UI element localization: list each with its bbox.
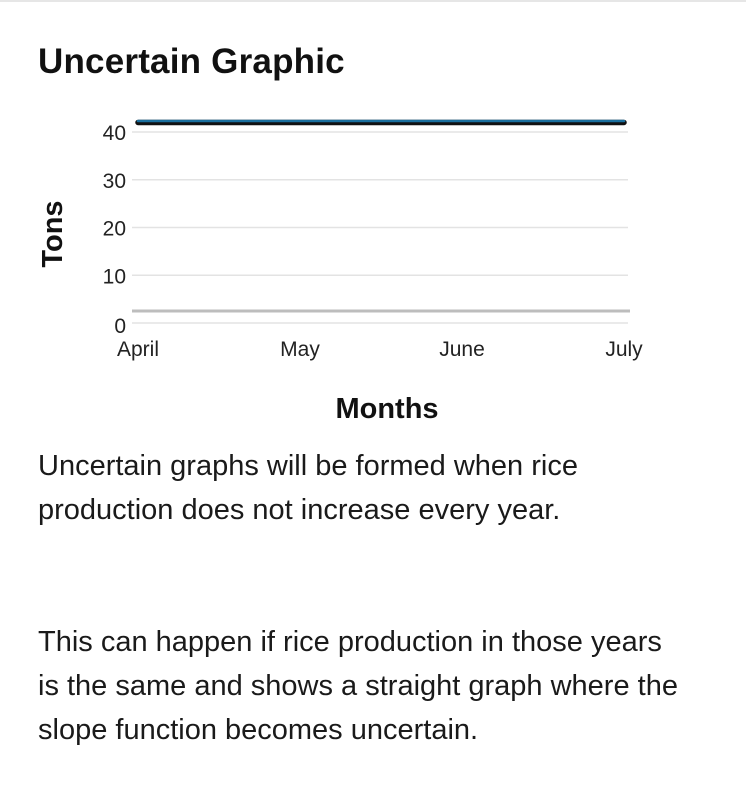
chart-title: Uncertain Graphic	[38, 42, 345, 81]
explanation-paragraph-1: Uncertain graphs will be formed when ric…	[38, 450, 578, 526]
y-tick-label-30: 30	[103, 170, 126, 193]
y-tick-label-40: 40	[103, 122, 126, 145]
x-axis-label: Months	[335, 393, 438, 425]
x-tick-label-june: June	[439, 338, 485, 361]
line-chart: 0 10 20 30 40 April May June July Months Tons	[37, 119, 643, 425]
y-tick-label-20: 20	[103, 218, 126, 241]
y-tick-label-0: 0	[114, 315, 126, 338]
y-axis-label: Tons	[37, 200, 69, 267]
x-tick-label-april: April	[117, 338, 159, 361]
x-tick-label-july: July	[605, 338, 643, 361]
y-tick-label-10: 10	[103, 265, 126, 288]
x-tick-label-may: May	[280, 338, 320, 361]
top-divider	[0, 0, 746, 2]
explanation-paragraph-2: This can happen if rice production in th…	[38, 626, 678, 746]
